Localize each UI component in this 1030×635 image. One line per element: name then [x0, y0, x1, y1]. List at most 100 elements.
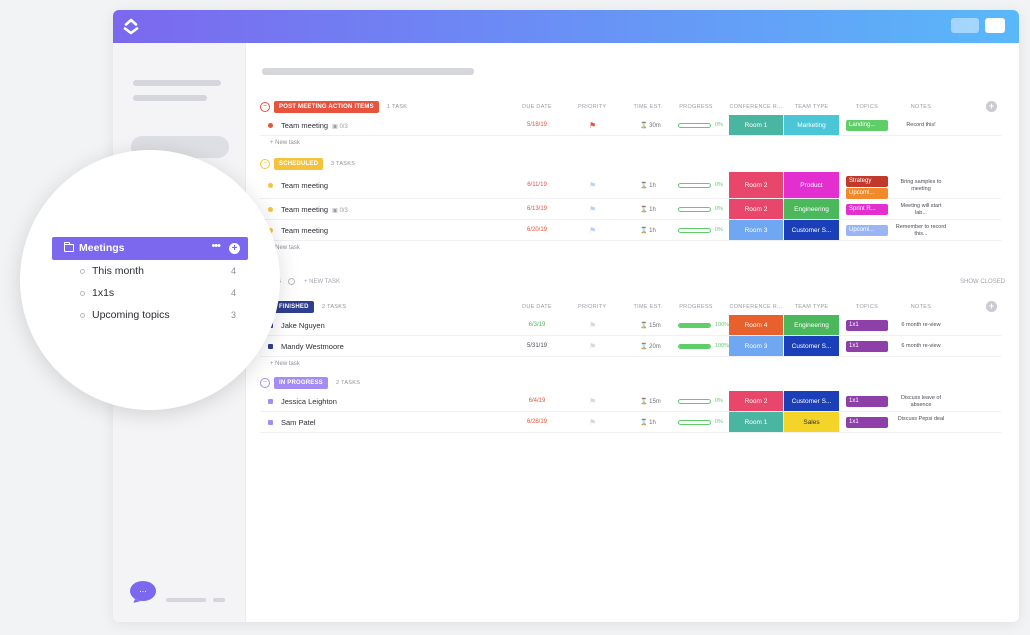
topic-chip[interactable]: 1x1: [846, 341, 888, 352]
column-header[interactable]: DUE DATE: [522, 304, 552, 310]
status-badge[interactable]: SCHEDULED: [274, 158, 324, 170]
due-date[interactable]: 6/28/19: [526, 419, 548, 425]
due-date[interactable]: 6/4/19: [528, 398, 546, 404]
column-header[interactable]: NOTES: [910, 104, 932, 110]
topic-chip[interactable]: Landing...: [846, 120, 888, 131]
flag-icon[interactable]: ⚑: [589, 225, 597, 235]
due-date[interactable]: 5/18/19: [526, 122, 548, 128]
subtask-count[interactable]: ▣ 0/3: [332, 124, 348, 130]
new-task-button[interactable]: + New task: [270, 245, 300, 251]
task-name[interactable]: Jessica Leighton: [281, 397, 337, 406]
column-header[interactable]: PROGRESS: [679, 304, 713, 310]
team-type-cell[interactable]: Sales: [784, 412, 839, 432]
column-header[interactable]: DUE DATE: [522, 104, 552, 110]
topics-cell[interactable]: 1x1: [846, 396, 888, 408]
flag-icon[interactable]: ⚑: [589, 180, 597, 190]
status-dot[interactable]: [268, 207, 273, 212]
conference-room-cell[interactable]: Room 3: [729, 336, 783, 356]
flag-icon[interactable]: ⚑: [589, 120, 597, 130]
team-type-cell[interactable]: Engineering: [784, 315, 839, 335]
info-icon[interactable]: [288, 278, 295, 285]
team-type-cell[interactable]: Customer S...: [784, 336, 839, 356]
add-column-icon[interactable]: +: [986, 301, 997, 312]
collapse-icon[interactable]: −: [260, 102, 270, 112]
due-date[interactable]: 6/13/19: [526, 206, 548, 212]
flag-icon[interactable]: ⚑: [589, 341, 597, 351]
sidebar-folder-meetings[interactable]: Meetings ••• +: [52, 237, 248, 260]
status-dot[interactable]: [268, 123, 273, 128]
time-estimate[interactable]: ⌛ 20m: [640, 344, 661, 350]
conference-room-cell[interactable]: Room 3: [729, 220, 783, 240]
time-estimate[interactable]: ⌛ 1h: [640, 207, 656, 213]
new-task-button[interactable]: + New task: [270, 140, 300, 146]
new-task-button[interactable]: + New task: [270, 361, 300, 367]
column-header[interactable]: PROGRESS: [679, 104, 713, 110]
task-row[interactable]: Team meeting 6/20/19 ⚑ ⌛ 1h 0% Room 3 Customer…: [260, 220, 1001, 241]
topics-cell[interactable]: 1x1: [846, 320, 888, 332]
team-type-cell[interactable]: Customer S...: [784, 220, 839, 240]
task-row[interactable]: Jessica Leighton 6/4/19 ⚑ ⌛ 15m 0% Room 2 Cust…: [260, 391, 1001, 412]
conference-room-cell[interactable]: Room 1: [729, 412, 783, 432]
column-header[interactable]: PRIORITY: [578, 304, 607, 310]
conference-room-cell[interactable]: Room 1: [729, 115, 783, 135]
task-row[interactable]: Team meeting 6/11/19 ⚑ ⌛ 1h 0% Room 2 Product S…: [260, 172, 1001, 199]
topics-cell[interactable]: Strategy Upcomi...: [846, 176, 888, 200]
column-header[interactable]: TIME EST.: [633, 104, 663, 110]
notes-cell[interactable]: Discuss Pepsi deal: [897, 415, 945, 422]
task-name[interactable]: Mandy Westmoore: [281, 342, 344, 351]
topic-chip[interactable]: 1x1: [846, 320, 888, 331]
task-name[interactable]: Sam Patel: [281, 418, 316, 427]
task-name[interactable]: Jake Nguyen: [281, 321, 325, 330]
flag-icon[interactable]: ⚑: [589, 417, 597, 427]
due-date[interactable]: 5/31/19: [526, 343, 548, 349]
column-header[interactable]: NOTES: [910, 304, 932, 310]
add-column-icon[interactable]: +: [986, 101, 997, 112]
status-dot[interactable]: [268, 420, 273, 425]
add-icon[interactable]: +: [229, 243, 240, 254]
column-header[interactable]: CONFERENCE R...: [729, 104, 783, 110]
collapse-icon[interactable]: −: [260, 159, 270, 169]
task-name[interactable]: Team meeting ▣ 0/3: [281, 121, 348, 130]
topic-chip[interactable]: Upcomi...: [846, 188, 888, 199]
conference-room-cell[interactable]: Room 2: [729, 391, 783, 411]
window-button[interactable]: [951, 18, 979, 33]
notes-cell[interactable]: 6 month re-view: [901, 343, 941, 349]
task-row[interactable]: Jake Nguyen 6/3/19 ⚑ ⌛ 15m 100% Room 4 Enginee…: [260, 315, 1001, 336]
time-estimate[interactable]: ⌛ 1h: [640, 183, 656, 189]
topic-chip[interactable]: Sprint R...: [846, 204, 888, 215]
collapse-icon[interactable]: −: [260, 378, 270, 388]
more-icon[interactable]: •••: [211, 240, 221, 252]
task-row[interactable]: Mandy Westmoore 5/31/19 ⚑ ⌛ 20m 100% Room 3 Cu…: [260, 336, 1001, 357]
task-row[interactable]: Team meeting ▣ 0/3 6/13/19 ⚑ ⌛ 1h 0% Room 2 Eng…: [260, 199, 1001, 220]
notes-cell[interactable]: 6 month re-view: [901, 322, 941, 328]
task-name[interactable]: Team meeting: [281, 226, 329, 235]
notes-cell[interactable]: Bring samples to meeting: [900, 178, 942, 192]
column-header[interactable]: PRIORITY: [578, 104, 607, 110]
status-badge[interactable]: POST MEETING ACTION ITEMS: [274, 101, 379, 113]
team-type-cell[interactable]: Marketing: [784, 115, 839, 135]
topics-cell[interactable]: Sprint R...: [846, 204, 888, 216]
topics-cell[interactable]: Upcomi...: [846, 225, 888, 237]
team-type-cell[interactable]: Customer S...: [784, 391, 839, 411]
conference-room-cell[interactable]: Room 2: [729, 172, 783, 198]
sidebar-list-item[interactable]: This month 4: [52, 260, 248, 283]
task-row[interactable]: Team meeting ▣ 0/3 5/18/19 ⚑ ⌛ 30m 0% Room 1 Ma…: [260, 115, 1001, 136]
flag-icon[interactable]: ⚑: [589, 396, 597, 406]
show-closed-button[interactable]: SHOW CLOSED: [959, 279, 1005, 285]
new-task-button[interactable]: + NEW TASK: [304, 279, 340, 285]
due-date[interactable]: 6/3/19: [528, 322, 546, 328]
status-dot[interactable]: [268, 183, 273, 188]
team-type-cell[interactable]: Engineering: [784, 199, 839, 219]
task-row[interactable]: Sam Patel 6/28/19 ⚑ ⌛ 1h 0% Room 1 Sales 1x1 Dis…: [260, 412, 1001, 433]
time-estimate[interactable]: ⌛ 30m: [640, 123, 661, 129]
time-estimate[interactable]: ⌛ 15m: [640, 323, 661, 329]
status-badge[interactable]: FINISHED: [274, 301, 314, 313]
topics-cell[interactable]: Landing...: [846, 120, 888, 132]
time-estimate[interactable]: ⌛ 1h: [640, 420, 656, 426]
topic-chip[interactable]: 1x1: [846, 417, 888, 428]
topic-chip[interactable]: Strategy: [846, 176, 888, 187]
due-date[interactable]: 6/20/19: [526, 227, 548, 233]
status-dot[interactable]: [268, 399, 273, 404]
time-estimate[interactable]: ⌛ 15m: [640, 399, 661, 405]
sidebar-list-item[interactable]: 1x1s 4: [52, 282, 248, 305]
